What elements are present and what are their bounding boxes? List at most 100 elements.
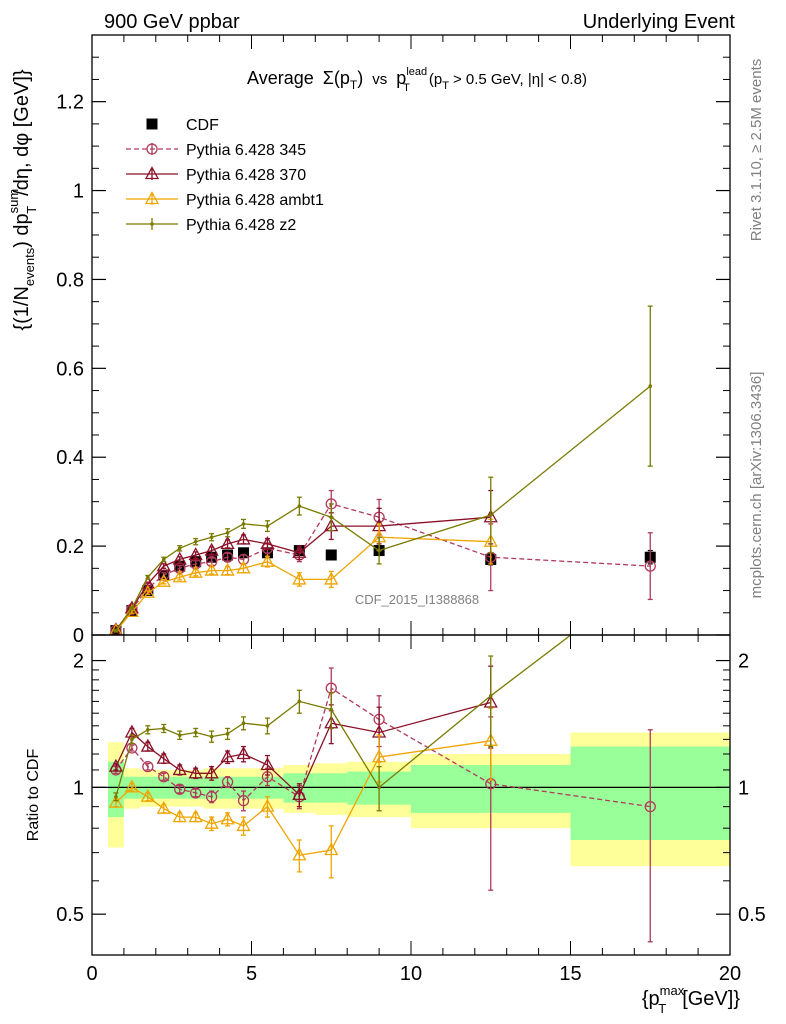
ratio-point-pythia-6-428-z2 [297, 699, 302, 704]
main-title: Average Σ(pT) vs plead T (pT > 0.5 GeV, |η… [247, 66, 587, 95]
main-point-pythia-6-428-ambt1 [156, 573, 171, 587]
main-point-pythia-6-428-ambt1 [204, 562, 219, 576]
main-point-pythia-6-428-345 [221, 551, 234, 563]
ratio-point-pythia-6-428-z2 [377, 785, 381, 790]
main-point-pythia-6-428-ambt1 [236, 560, 251, 574]
main-point-pythia-6-428-z2 [114, 628, 118, 633]
main-point-pythia-6-428-z2 [241, 522, 246, 526]
ratio-point-pythia-6-428-z2 [130, 737, 134, 742]
main-line-pythia-6-428-370 [115, 516, 491, 631]
legend: CDF Pythia 6.428 345 Pythia 6.428 370 Pythi… [126, 117, 324, 234]
analysis-watermark: CDF_2015_I1388868 [355, 592, 479, 607]
ratio-point-pythia-6-428-370 [156, 750, 171, 764]
ratio-series-pythia-6-428-z2 [113, 635, 572, 812]
main-point-cdf [325, 549, 337, 561]
ratio-point-pythia-6-428-z2 [114, 794, 118, 799]
main-point-pythia-6-428-z2 [488, 513, 493, 517]
main-point-pythia-6-428-z2 [177, 546, 182, 551]
ratio-y-tick-label-left: 2 [73, 651, 84, 673]
ratio-point-pythia-6-428-370 [140, 738, 155, 752]
ratio-axes: 0.5 0.51 12 20 5 10 15 20 [56, 634, 766, 985]
ratio-point-pythia-6-428-345 [644, 800, 656, 813]
ratio-y-tick-label-right: 1 [738, 777, 749, 799]
main-point-pythia-6-428-z2 [130, 606, 134, 611]
ratio-point-pythia-6-428-ambt1 [324, 842, 339, 856]
ratio-point-pythia-6-428-z2 [225, 732, 230, 736]
main-point-pythia-6-428-z2 [225, 530, 230, 535]
legend-label-cdf: CDF [186, 117, 219, 134]
main-point-pythia-6-428-z2 [265, 524, 270, 528]
ratio-line-pythia-6-428-370 [115, 701, 491, 796]
main-point-pythia-6-428-370 [260, 536, 275, 550]
ratio-point-pythia-6-428-ambt1 [372, 749, 387, 763]
ratio-point-pythia-6-428-370 [204, 765, 219, 779]
main-point-pythia-6-428-z2 [648, 384, 653, 388]
x-tick-label: 20 [719, 963, 741, 985]
main-point-pythia-6-428-370 [172, 551, 187, 565]
ratio-point-pythia-6-428-ambt1 [220, 811, 235, 825]
main-plot-area [108, 305, 656, 635]
rivet-version-label: Rivet 3.1.10, ≥ 2.5M events [748, 59, 765, 242]
ratio-point-pythia-6-428-z2 [193, 730, 198, 735]
main-point-pythia-6-428-z2 [146, 575, 150, 580]
main-y-tick-label: 1 [73, 181, 84, 203]
ratio-point-pythia-6-428-ambt1 [140, 788, 155, 802]
ratio-point-pythia-6-428-345 [205, 791, 218, 803]
ratio-point-pythia-6-428-370 [236, 746, 251, 760]
main-y-axis-label: {(1/Nevents) dpsum T/dη, dφ [GeV]} [6, 69, 39, 330]
main-point-pythia-6-428-ambt1 [220, 562, 235, 576]
ratio-point-pythia-6-428-370 [260, 757, 275, 771]
main-point-pythia-6-428-370 [236, 531, 251, 545]
main-point-pythia-6-428-370 [292, 544, 307, 558]
main-y-tick-label: 1.2 [56, 92, 84, 114]
x-tick-label: 15 [559, 963, 581, 985]
main-point-pythia-6-428-ambt1 [292, 571, 307, 585]
ratio-point-pythia-6-428-ambt1 [124, 779, 139, 793]
x-axis-label: {pmax T [GeV]} [642, 983, 740, 1016]
x-tick-label: 0 [86, 963, 97, 985]
ratio-y-tick-label-right: 0.5 [738, 904, 766, 926]
legend-entry-pythia-6-428-z2: Pythia 6.428 z2 [126, 217, 296, 234]
main-y-tick-label: 0.6 [56, 358, 84, 380]
ratio-point-pythia-6-428-z2 [241, 721, 246, 726]
ratio-point-pythia-6-428-370 [188, 765, 203, 779]
ratio-point-pythia-6-428-ambt1 [236, 818, 251, 832]
main-point-pythia-6-428-z2 [329, 515, 334, 520]
ratio-point-pythia-6-428-z2 [488, 693, 493, 698]
main-point-pythia-6-428-370 [188, 547, 203, 561]
ratio-plot-area [92, 635, 730, 943]
x-tick-label: 10 [400, 963, 422, 985]
ratio-point-pythia-6-428-ambt1 [108, 794, 124, 808]
main-point-pythia-6-428-ambt1 [260, 553, 275, 567]
ratio-point-pythia-6-428-370 [108, 758, 124, 772]
ratio-y-tick-label-left: 0.5 [56, 904, 84, 926]
main-y-tick-label: 0.8 [56, 269, 84, 291]
ratio-point-pythia-6-428-345 [158, 771, 170, 783]
main-point-pythia-6-428-345 [644, 560, 656, 572]
legend-marker-pythia-6-428-370 [144, 166, 160, 180]
ratio-point-pythia-6-428-370 [292, 786, 307, 800]
ratio-point-pythia-6-428-370 [220, 749, 235, 763]
main-y-tick-label: 0.4 [56, 447, 84, 469]
header-left: 900 GeV ppbar [104, 11, 240, 33]
main-point-pythia-6-428-ambt1 [324, 571, 339, 585]
ratio-point-pythia-6-428-ambt1 [260, 798, 275, 812]
x-tick-label: 5 [246, 963, 257, 985]
ratio-point-pythia-6-428-ambt1 [156, 800, 171, 814]
ratio-point-pythia-6-428-345 [190, 787, 202, 799]
main-series-cdf [110, 545, 656, 635]
main-point-pythia-6-428-ambt1 [140, 584, 155, 598]
legend-marker-pythia-6-428-z2 [150, 222, 154, 226]
legend-entry-pythia-6-428-345: Pythia 6.428 345 [126, 142, 306, 159]
ratio-point-pythia-6-428-z2 [329, 707, 334, 712]
ratio-point-pythia-6-428-z2 [177, 733, 182, 738]
main-series-pythia-6-428-z2 [113, 305, 653, 633]
ratio-point-pythia-6-428-z2 [265, 724, 270, 728]
ratio-point-pythia-6-428-370 [172, 762, 187, 776]
main-point-pythia-6-428-ambt1 [172, 569, 187, 583]
main-point-cdf [238, 547, 250, 559]
main-point-pythia-6-428-370 [156, 558, 171, 572]
legend-label-pythia-6-428-370: Pythia 6.428 370 [186, 167, 306, 184]
ratio-point-pythia-6-428-345 [237, 794, 250, 807]
